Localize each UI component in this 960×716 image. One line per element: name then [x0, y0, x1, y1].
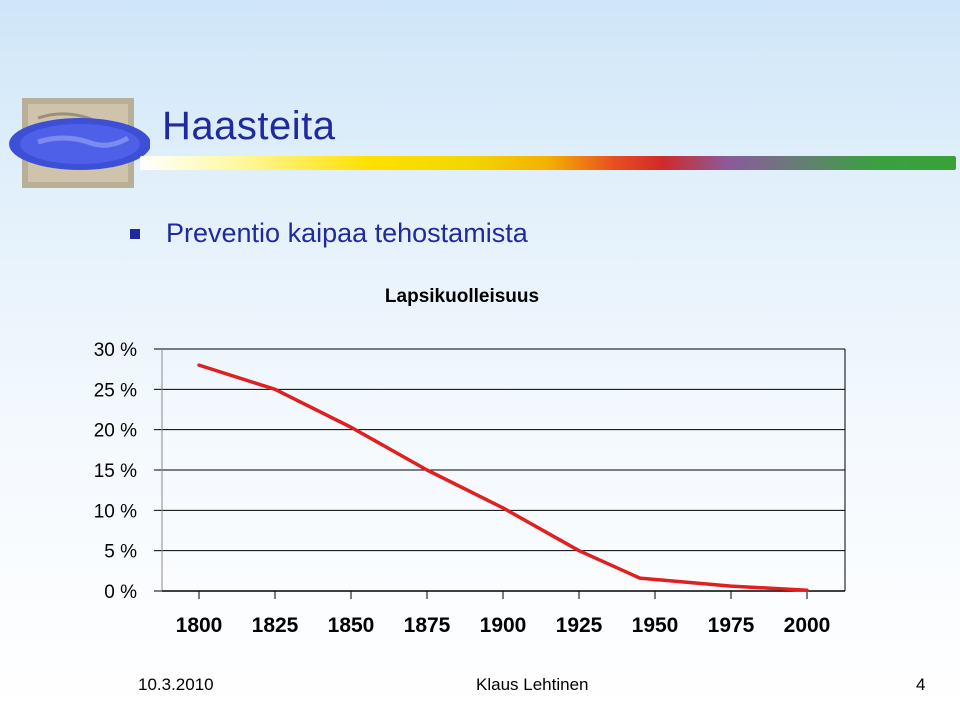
y-tick-label: 20 %: [94, 421, 137, 442]
chart-grid: [162, 348, 845, 552]
footer-author: Klaus Lehtinen: [476, 675, 589, 694]
x-tick-label: 1900: [480, 614, 527, 637]
x-tick-labels: 1800 1825 1850 1875 1900 1925 1950 1975 2000: [176, 614, 831, 637]
bullet-text: Preventio kaipaa tehostamista: [166, 218, 528, 248]
photo-logo: [8, 98, 151, 188]
y-tick-label: 0 %: [104, 582, 137, 603]
x-tick-label: 1925: [556, 614, 603, 637]
chart-title: Lapsikuolleisuus: [385, 286, 539, 307]
chart-series: [197, 363, 809, 592]
y-tick-labels: 0 % 5 % 10 % 15 % 20 % 25 % 30 %: [94, 340, 137, 603]
x-tick-label: 1850: [328, 614, 375, 637]
bullet-item: Preventio kaipaa tehostamista: [130, 218, 528, 249]
x-tick-label: 1950: [632, 614, 679, 637]
series-line: [197, 363, 809, 592]
x-tick-label: 1875: [404, 614, 451, 637]
decorative-color-bar: [140, 156, 956, 170]
x-tick-label: 1800: [176, 614, 223, 637]
page-number: 4: [916, 675, 926, 694]
x-tick-label: 1825: [252, 614, 299, 637]
footer-date: 10.3.2010: [138, 675, 214, 694]
y-tick-label: 5 %: [104, 542, 137, 563]
y-tick-label: 15 %: [94, 461, 137, 482]
slide-title: Haasteita: [162, 104, 336, 148]
chart-axes: [154, 348, 846, 599]
y-tick-label: 25 %: [94, 380, 137, 401]
y-tick-label: 10 %: [94, 501, 137, 522]
x-tick-label: 2000: [784, 614, 831, 637]
x-tick-label: 1975: [708, 614, 755, 637]
y-tick-label: 30 %: [94, 340, 137, 361]
square-bullet-icon: [130, 228, 140, 239]
